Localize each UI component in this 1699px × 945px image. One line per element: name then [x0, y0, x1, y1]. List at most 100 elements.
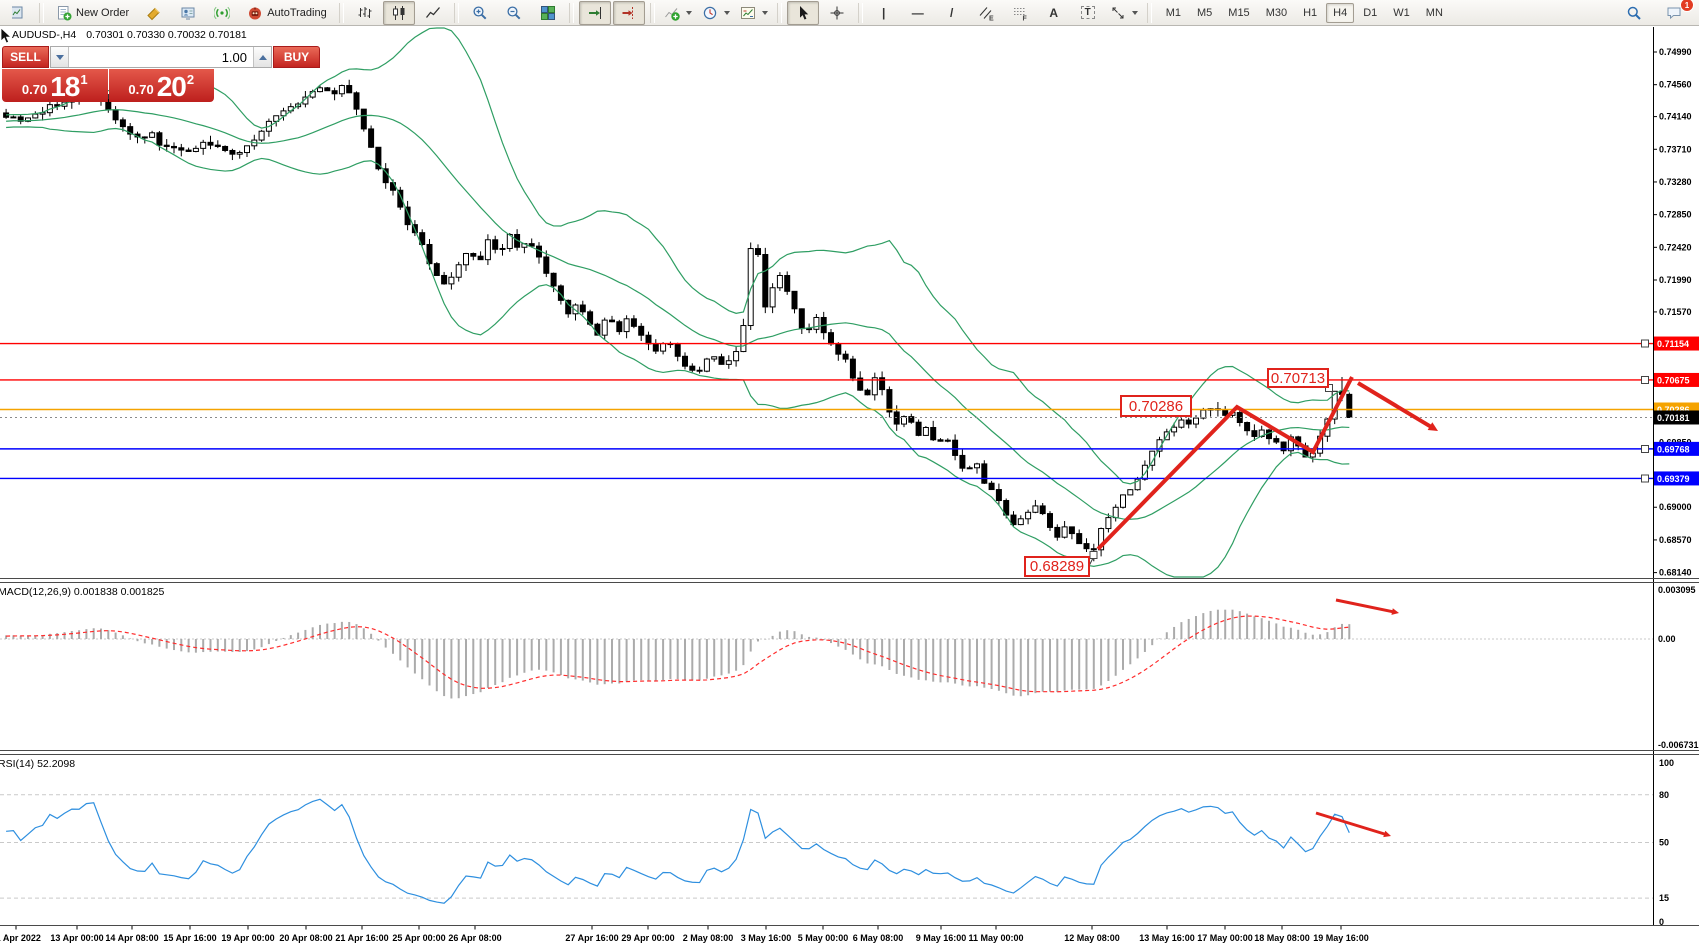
- indicators-button[interactable]: [660, 1, 696, 25]
- bar-chart-button[interactable]: [349, 1, 381, 25]
- zoom-in-button[interactable]: [464, 1, 496, 25]
- candlestick-chart-button[interactable]: [382, 0, 415, 25]
- charts-list-button[interactable]: [2, 1, 34, 25]
- ohlc-bars-icon: [358, 6, 372, 18]
- rsi-levels: 100 80 50 15 0: [0, 758, 1674, 927]
- ohlc-values: 0.70301 0.70330 0.70032 0.70181: [86, 29, 247, 41]
- zoom-in-icon: [473, 5, 487, 19]
- timeframe-h1-button[interactable]: H1: [1303, 6, 1318, 19]
- search-button[interactable]: [1618, 1, 1650, 25]
- pointer-cursor-icon: [0, 27, 13, 44]
- volume-box: [50, 46, 272, 68]
- toolbar-separator: [776, 2, 782, 23]
- volume-decrease-button[interactable]: [51, 47, 69, 67]
- svg-text:26 Apr 08:00: 26 Apr 08:00: [448, 933, 501, 943]
- templates-button[interactable]: [736, 1, 772, 25]
- market-watch-button[interactable]: [172, 1, 204, 25]
- timeframe-m30-button[interactable]: M30: [1265, 6, 1288, 19]
- svg-text:19 Apr 00:00: 19 Apr 00:00: [221, 933, 274, 943]
- cursor-tool-button[interactable]: [786, 0, 819, 25]
- svg-text:20 Apr 08:00: 20 Apr 08:00: [279, 933, 332, 943]
- auto-scroll-icon: [588, 6, 601, 19]
- buy-button[interactable]: BUY: [273, 46, 320, 68]
- signal-icon: [214, 6, 231, 19]
- sell-button[interactable]: SELL: [2, 46, 49, 68]
- toolbar-separator: [338, 2, 344, 23]
- new-order-icon: [58, 5, 72, 20]
- svg-text:0.69768: 0.69768: [1657, 444, 1690, 454]
- sell-price-button[interactable]: 0.70 18 1: [2, 69, 108, 102]
- svg-text:17 May 00:00: 17 May 00:00: [1197, 933, 1253, 943]
- svg-text:0.71990: 0.71990: [1659, 275, 1692, 285]
- svg-text:0.68140: 0.68140: [1659, 568, 1692, 578]
- svg-text:11 Apr 2022: 11 Apr 2022: [0, 933, 41, 943]
- horizontal-line-tool-button[interactable]: —: [902, 1, 934, 25]
- vertical-line-tool-button[interactable]: |: [868, 1, 900, 25]
- timeframe-m5-button[interactable]: M5: [1197, 6, 1213, 19]
- crosshair-tool-button[interactable]: [821, 1, 853, 25]
- svg-text:0.74140: 0.74140: [1659, 112, 1692, 122]
- fibonacci-tool-button[interactable]: F: [1004, 1, 1036, 25]
- svg-text:80: 80: [1659, 790, 1669, 800]
- horizontal-line-objects[interactable]: 0.71154 0.70675 0.70286 0.69768 0.69379 0.701…: [0, 336, 1699, 486]
- svg-text:100: 100: [1659, 758, 1674, 768]
- signals-button[interactable]: [206, 1, 238, 25]
- svg-text:15 Apr 16:00: 15 Apr 16:00: [163, 933, 216, 943]
- svg-text:0.71570: 0.71570: [1659, 307, 1692, 317]
- toolbar-right-group: 1: [1617, 0, 1694, 25]
- line-chart-button[interactable]: [417, 1, 449, 25]
- economic-calendar-button[interactable]: [138, 1, 170, 25]
- monitor-user-icon: [181, 7, 195, 19]
- auto-scroll-button[interactable]: [578, 0, 611, 25]
- notification-badge: 1: [1680, 0, 1694, 12]
- text-label-tool-button[interactable]: T: [1072, 1, 1104, 25]
- timeframe-mn-button[interactable]: MN: [1425, 6, 1443, 19]
- macd-indicator-label: MACD(12,26,9) 0.001838 0.001825: [0, 586, 165, 598]
- toolbar-separator: [39, 2, 44, 23]
- volume-input[interactable]: [69, 47, 253, 67]
- svg-text:15: 15: [1659, 893, 1669, 903]
- price-annotation-low[interactable]: 0.68289: [1024, 556, 1090, 577]
- timeframe-h4-button[interactable]: H4: [1326, 2, 1355, 23]
- text-tool-icon: A: [1049, 5, 1059, 20]
- svg-text:2 May 08:00: 2 May 08:00: [683, 933, 734, 943]
- tile-windows-button[interactable]: [532, 1, 564, 25]
- chevron-down-icon: [723, 10, 730, 15]
- timeframe-w1-button[interactable]: W1: [1393, 6, 1410, 19]
- chart-shift-button[interactable]: [612, 0, 645, 25]
- channel-tool-button[interactable]: E: [970, 1, 1002, 25]
- price-annotation-mid[interactable]: 0.70286: [1120, 395, 1192, 417]
- arrows-tool-button[interactable]: [1106, 1, 1142, 25]
- timeframe-m1-button[interactable]: M1: [1165, 6, 1181, 19]
- buy-price-major: 0.70: [128, 82, 154, 97]
- price-annotation-high[interactable]: 0.70713: [1267, 368, 1329, 388]
- timeframe-m15-button[interactable]: M15: [1228, 6, 1250, 19]
- buy-price-button[interactable]: 0.70 20 2: [108, 69, 214, 102]
- symbol-label: AUDUSD-,H4: [12, 29, 77, 41]
- timeframe-d1-button[interactable]: D1: [1363, 6, 1378, 19]
- svg-text:19 May 16:00: 19 May 16:00: [1313, 933, 1369, 943]
- svg-text:0.74990: 0.74990: [1659, 47, 1692, 57]
- cursor-icon: [799, 5, 808, 19]
- new-order-button[interactable]: New Order: [49, 1, 136, 25]
- notifications-button[interactable]: 1: [1658, 0, 1694, 25]
- periods-button[interactable]: [698, 1, 734, 25]
- vertical-line-icon: |: [882, 5, 886, 20]
- macd-pane: 0.003095 0.00 -0.006731: [0, 585, 1699, 750]
- text-tool-button[interactable]: A: [1038, 1, 1070, 25]
- sell-price-point: 1: [80, 72, 88, 87]
- chevron-down-icon: [1131, 10, 1138, 15]
- search-icon: [1627, 6, 1641, 20]
- zoom-out-button[interactable]: [498, 1, 530, 25]
- svg-text:27 Apr 16:00: 27 Apr 16:00: [565, 933, 618, 943]
- triangle-up-icon: [258, 54, 267, 60]
- svg-text:25 Apr 00:00: 25 Apr 00:00: [392, 933, 445, 943]
- trade-panel-top-row: SELL BUY: [2, 46, 320, 68]
- autotrading-button[interactable]: AutoTrading: [240, 1, 334, 25]
- svg-text:0.00: 0.00: [1658, 634, 1676, 644]
- trendline-tool-button[interactable]: /: [936, 1, 968, 25]
- volume-increase-button[interactable]: [253, 47, 271, 67]
- svg-text:E: E: [989, 15, 994, 21]
- svg-text:11 May 00:00: 11 May 00:00: [968, 933, 1023, 943]
